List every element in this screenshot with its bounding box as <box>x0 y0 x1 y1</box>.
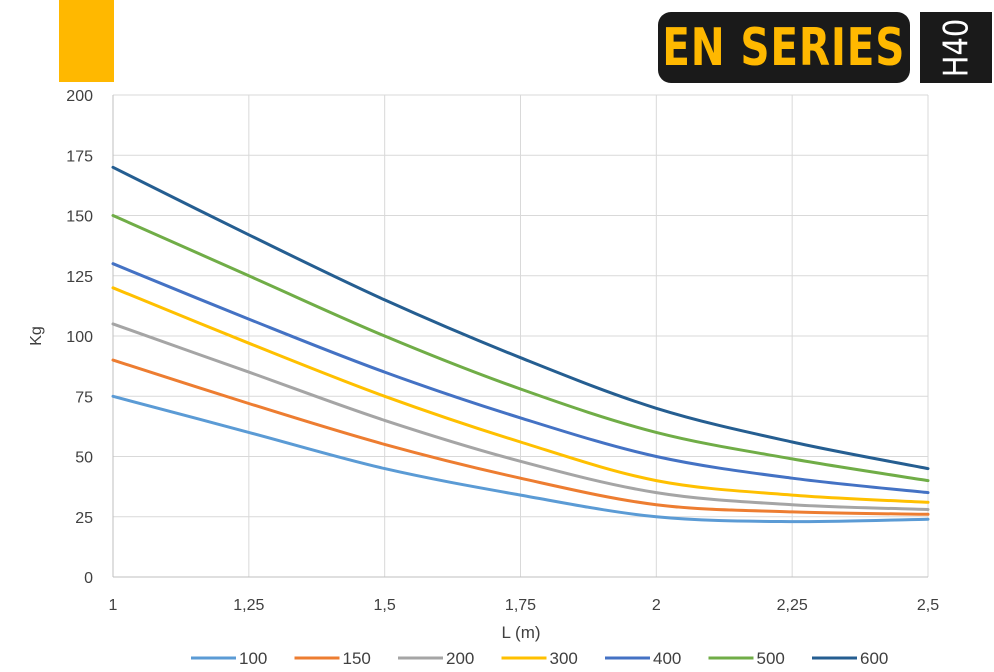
x-axis-label: L (m) <box>501 623 540 642</box>
series-line-500 <box>111 214 930 483</box>
x-tick-label: 2,25 <box>777 597 808 614</box>
axes <box>112 95 928 578</box>
legend-label-600: 600 <box>860 649 888 668</box>
series-line-300 <box>111 286 930 504</box>
x-tick-label: 1,25 <box>233 597 264 614</box>
y-axis-label: Kg <box>28 326 45 346</box>
y-tick-label: 0 <box>84 570 93 587</box>
y-tick-label: 50 <box>75 450 93 467</box>
series-badge: EN SERIES <box>658 12 910 83</box>
x-tick-label: 1,75 <box>505 597 536 614</box>
legend-label-400: 400 <box>653 649 681 668</box>
legend-label-100: 100 <box>239 649 267 668</box>
y-tick-label: 75 <box>75 389 93 406</box>
x-tick-label: 2 <box>652 597 661 614</box>
legend-label-150: 150 <box>343 649 371 668</box>
series-lines <box>111 165 930 524</box>
brand-accent-block <box>59 0 114 82</box>
x-tick-label: 1,5 <box>374 597 396 614</box>
legend-label-500: 500 <box>757 649 785 668</box>
x-tick-label: 1 <box>109 597 118 614</box>
y-tick-label: 175 <box>66 148 93 165</box>
x-tick-label: 2,5 <box>917 597 939 614</box>
legend-label-300: 300 <box>550 649 578 668</box>
series-line-400 <box>111 262 930 495</box>
legend: 100 150 200 300 400 500 600 <box>191 649 888 668</box>
y-tick-label: 100 <box>66 329 93 346</box>
series-line-150 <box>111 358 930 516</box>
series-line-600 <box>111 165 930 471</box>
legend-label-200: 200 <box>446 649 474 668</box>
series-line-200 <box>111 322 930 511</box>
series-label: EN SERIES <box>662 17 906 78</box>
y-tick-label: 150 <box>66 209 93 226</box>
y-tick-label: 125 <box>66 269 93 286</box>
model-badge: H40 <box>920 12 992 83</box>
grid <box>113 94 929 577</box>
y-tick-label: 200 <box>66 88 93 105</box>
y-tick-label: 25 <box>75 510 93 527</box>
series-line-100 <box>111 394 930 524</box>
tick-labels: 0 25 50 75 100 125 150 175 200 1 1,25 1,5 1,75 2 2,25 2… <box>66 88 939 614</box>
